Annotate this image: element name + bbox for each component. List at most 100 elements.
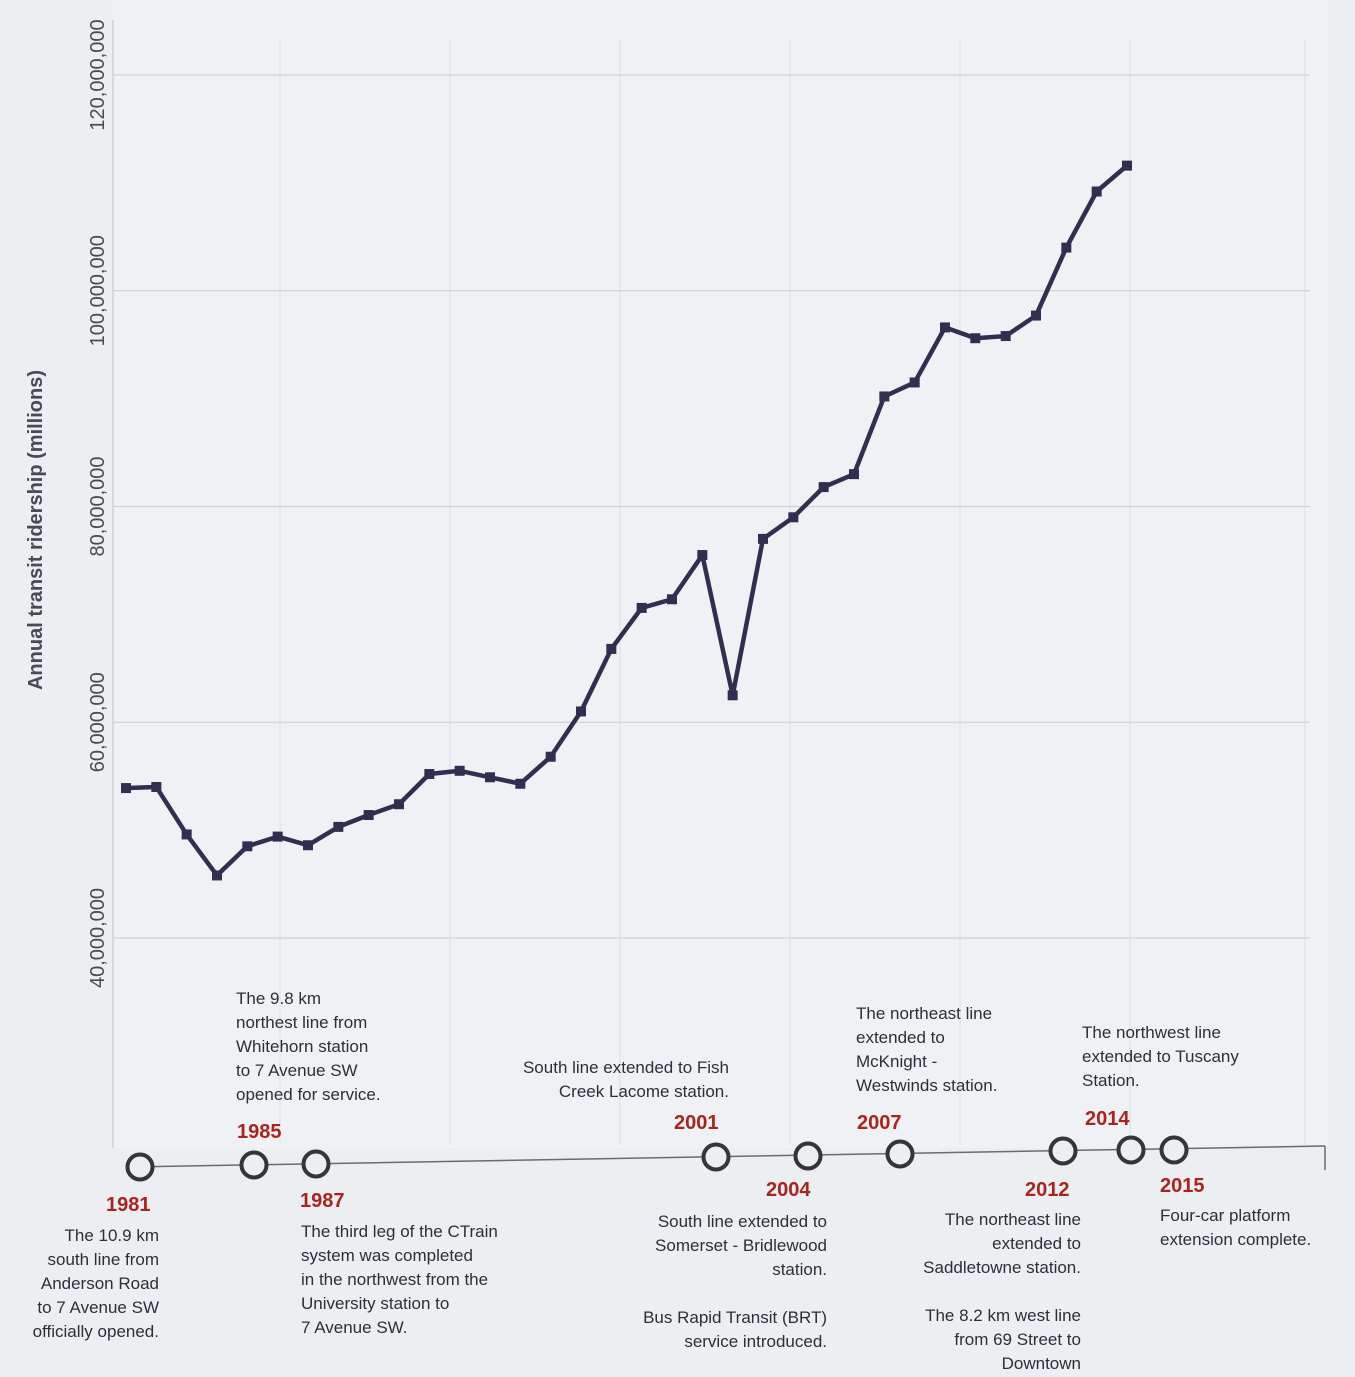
event-line: Somerset - Bridlewood xyxy=(655,1236,827,1255)
data-point xyxy=(515,778,526,789)
event-line: Downtown xyxy=(1001,1354,1081,1373)
data-point xyxy=(1061,242,1072,253)
ridership-series xyxy=(121,160,1132,881)
timeline-event-marker xyxy=(125,1152,155,1182)
event-2012-text: The northeast line extended to Saddletow… xyxy=(923,1208,1081,1376)
event-line: Creek Lacome station. xyxy=(558,1082,729,1101)
event-line: The 8.2 km west line xyxy=(925,1306,1081,1325)
event-1985-text: The 9.8 km northest line from Whitehorn … xyxy=(236,987,381,1107)
data-point xyxy=(303,840,313,851)
timeline-event-marker xyxy=(239,1150,269,1180)
event-line: University station to xyxy=(301,1294,450,1313)
event-line: extension complete. xyxy=(1160,1230,1312,1249)
year-1987: 1987 xyxy=(300,1190,345,1212)
data-point xyxy=(758,533,768,544)
event-line: McKnight - xyxy=(856,1052,938,1071)
event-line: from 69 Street to xyxy=(954,1330,1081,1349)
data-point xyxy=(1000,331,1011,342)
data-point xyxy=(363,810,374,821)
year-2015: 2015 xyxy=(1160,1175,1205,1197)
y-tick-label: 40,000,000 xyxy=(87,888,109,988)
event-line: service introduced. xyxy=(684,1332,827,1351)
grid xyxy=(113,40,1310,1145)
timeline-event-marker xyxy=(885,1139,915,1169)
y-tick-label: 80,000,000 xyxy=(87,456,109,556)
timeline-event-marker xyxy=(1048,1136,1078,1166)
ridership-line xyxy=(125,163,1129,878)
data-point xyxy=(181,829,192,840)
event-line: south line from xyxy=(47,1250,160,1269)
event-line: Westwinds station. xyxy=(856,1076,998,1095)
event-line: The 9.8 km xyxy=(236,989,322,1008)
event-line: Anderson Road xyxy=(40,1274,159,1293)
data-point xyxy=(1122,160,1132,171)
data-point xyxy=(788,512,799,523)
y-tick-label: 120,000,000 xyxy=(87,19,109,130)
timeline-event-marker xyxy=(1159,1135,1189,1165)
data-point xyxy=(970,333,981,344)
event-1981-text: The 10.9 km south line from Anderson Roa… xyxy=(33,1224,159,1344)
event-line: station. xyxy=(772,1260,827,1279)
data-point xyxy=(394,799,404,810)
data-point xyxy=(454,765,465,776)
year-2014: 2014 xyxy=(1085,1108,1130,1130)
data-point xyxy=(879,391,890,402)
plot-area xyxy=(113,0,1328,1148)
data-point xyxy=(212,870,222,881)
timeline-axis xyxy=(125,1135,1326,1182)
event-line: The northeast line xyxy=(856,1004,993,1023)
y-axis-ticks: 40,000,000 60,000,000 80,000,000 100,000,00… xyxy=(87,19,109,988)
year-2007: 2007 xyxy=(857,1112,902,1134)
event-line: Station. xyxy=(1082,1071,1140,1090)
data-point xyxy=(272,831,283,842)
event-line: Whitehorn station xyxy=(236,1037,369,1056)
event-line: extended to xyxy=(992,1234,1081,1253)
event-2007-text: The northeast line extended to McKnight … xyxy=(856,1002,997,1098)
event-line: to 7 Avenue SW xyxy=(37,1298,159,1317)
data-point xyxy=(667,594,677,605)
data-point xyxy=(727,690,738,701)
data-point xyxy=(333,821,344,832)
event-line: Four-car platform xyxy=(1160,1206,1291,1225)
event-1987-text: The third leg of the CTrain system was c… xyxy=(301,1220,498,1340)
event-2004-text: South line extended to Somerset - Bridle… xyxy=(643,1210,827,1354)
year-2004: 2004 xyxy=(766,1179,811,1201)
data-point xyxy=(121,783,131,794)
data-point xyxy=(940,322,950,333)
event-line: system was completed xyxy=(301,1246,473,1265)
y-tick-label: 100,000,000 xyxy=(87,235,109,346)
data-point xyxy=(151,781,162,792)
data-point xyxy=(697,550,708,561)
timeline-event-marker xyxy=(1116,1135,1146,1165)
timeline-event-marker xyxy=(701,1142,731,1172)
event-line: officially opened. xyxy=(32,1322,159,1341)
event-line: Saddletowne station. xyxy=(923,1258,1081,1277)
data-point xyxy=(909,377,920,388)
event-line: South line extended to Fish xyxy=(522,1058,729,1077)
event-line: northest line from xyxy=(236,1013,368,1032)
event-line: South line extended to xyxy=(657,1212,827,1231)
data-point xyxy=(545,751,556,762)
event-line: 7 Avenue SW. xyxy=(301,1318,408,1337)
event-line: extended to Tuscany xyxy=(1082,1047,1239,1066)
data-point xyxy=(636,602,647,613)
event-line: The third leg of the CTrain xyxy=(301,1222,498,1241)
timeline-event-marker xyxy=(301,1149,331,1179)
event-line: extended to xyxy=(856,1028,945,1047)
event-line: Bus Rapid Transit (BRT) xyxy=(643,1308,827,1327)
year-1981: 1981 xyxy=(106,1194,151,1216)
event-line: to 7 Avenue SW xyxy=(236,1061,358,1080)
event-line: The northeast line xyxy=(944,1210,1081,1229)
data-point xyxy=(606,643,617,654)
event-2001-text: South line extended to Fish Creek Lacome… xyxy=(523,1056,729,1104)
data-point xyxy=(1031,310,1041,321)
data-point xyxy=(424,769,435,780)
year-2001: 2001 xyxy=(674,1112,719,1134)
event-line: opened for service. xyxy=(236,1085,381,1104)
y-tick-label: 60,000,000 xyxy=(87,672,109,772)
event-line: The northwest line xyxy=(1082,1023,1221,1042)
event-line: in the northwest from the xyxy=(301,1270,489,1289)
event-2015-text: Four-car platform extension complete. xyxy=(1160,1204,1311,1252)
event-line: The 10.9 km xyxy=(64,1226,160,1245)
